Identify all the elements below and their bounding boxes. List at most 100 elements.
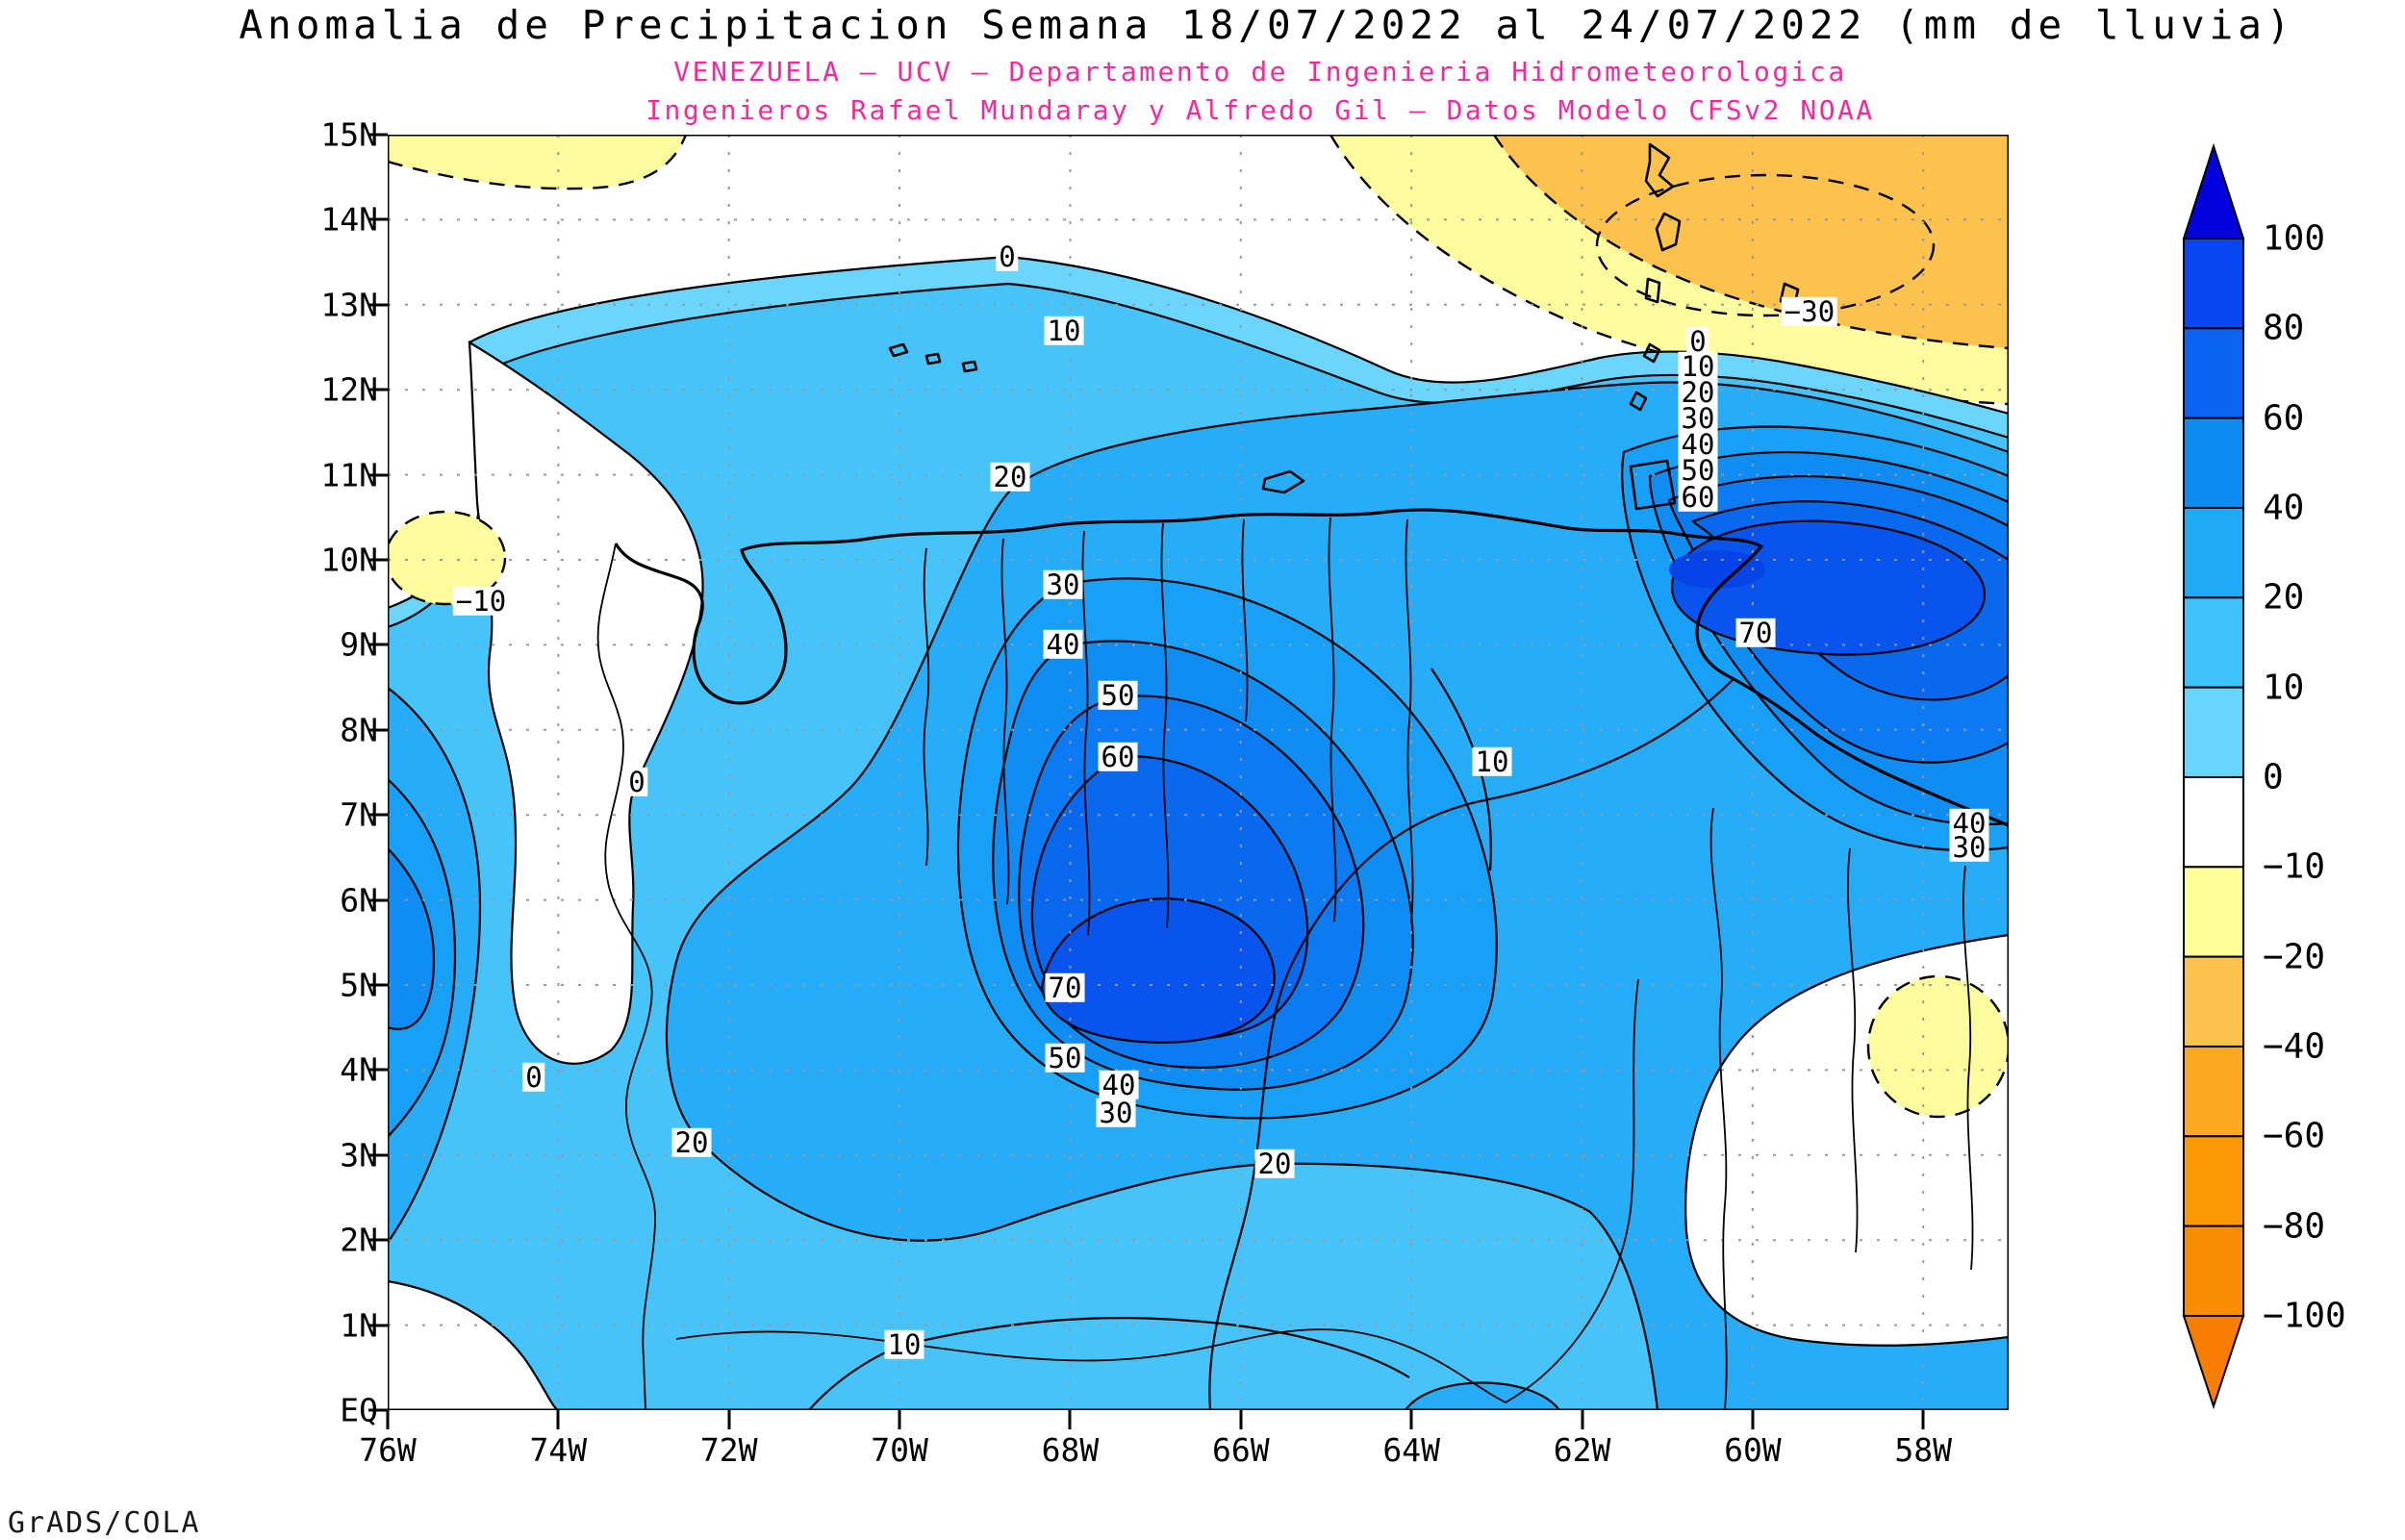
lat-tick-mark xyxy=(368,643,388,646)
colorbar-label: −80 xyxy=(2263,1206,2326,1247)
contour-label-30: 30 xyxy=(1949,832,1989,862)
contour-label-10: 10 xyxy=(1472,746,1512,776)
colorbar-box xyxy=(2183,866,2244,958)
political-borders xyxy=(596,517,1974,1410)
contour-label-70: 70 xyxy=(1045,972,1085,1002)
contour-label-−30: −30 xyxy=(1781,296,1838,326)
colorbar-box xyxy=(2183,686,2244,778)
lon-tick-label: 76W xyxy=(359,1431,417,1469)
lon-tick-mark xyxy=(556,1410,560,1429)
lon-tick-label: 70W xyxy=(871,1431,928,1469)
colorbar-label: −100 xyxy=(2263,1296,2346,1336)
coastline xyxy=(614,508,2009,827)
lat-tick-mark xyxy=(368,303,388,307)
contour-label-−10: −10 xyxy=(452,586,510,616)
lat-tick-mark xyxy=(368,388,388,391)
lat-tick-mark xyxy=(368,1238,388,1242)
lat-tick-mark xyxy=(368,983,388,987)
lon-tick-label: 66W xyxy=(1211,1431,1270,1469)
lat-tick-label: 11N xyxy=(320,456,378,494)
islands xyxy=(888,142,1800,511)
positive-anomaly-fills xyxy=(388,255,2009,1410)
colorbar-label: 20 xyxy=(2263,577,2305,618)
contour-label-30: 30 xyxy=(1678,403,1718,433)
lat-tick-label: 1N xyxy=(340,1306,378,1345)
contour-label-0: 0 xyxy=(1686,326,1709,356)
lat-tick-mark xyxy=(368,1324,388,1327)
lon-tick-mark xyxy=(1239,1410,1243,1429)
colorbar-label: 10 xyxy=(2263,668,2305,708)
lat-tick-label: 8N xyxy=(340,711,378,749)
west-edge-maximum-rings xyxy=(388,686,482,1245)
minus-30-contour xyxy=(1595,173,1936,317)
lon-tick-mark xyxy=(727,1410,731,1429)
lat-tick-mark xyxy=(368,898,388,902)
lat-tick-mark xyxy=(368,473,388,477)
contour-label-30: 30 xyxy=(1096,1098,1136,1127)
lat-tick-mark xyxy=(368,728,388,732)
lon-tick-mark xyxy=(1581,1410,1584,1429)
subtitle-authors: Ingenieros Rafael Mundaray y Alfredo Gil… xyxy=(646,94,1875,126)
lat-tick-label: 12N xyxy=(320,370,378,409)
lat-tick-label: EQ xyxy=(340,1391,378,1429)
lat-tick-mark xyxy=(368,1408,388,1412)
contour-label-50: 50 xyxy=(1098,680,1138,710)
colorbar-box xyxy=(2183,955,2244,1048)
contour-label-40: 40 xyxy=(1678,429,1718,459)
contour-label-10: 10 xyxy=(1044,316,1084,345)
contour-label-50: 50 xyxy=(1678,455,1718,485)
contour-label-20: 20 xyxy=(671,1127,712,1157)
colorbar-label: −20 xyxy=(2263,937,2326,977)
orinoco-river xyxy=(1208,677,1735,1410)
contour-label-20: 20 xyxy=(1678,377,1718,407)
near-zero-white-regions xyxy=(388,340,2009,1410)
contour-label-60: 60 xyxy=(1678,482,1718,512)
colorbar-box xyxy=(2183,1135,2244,1227)
lat-tick-label: 14N xyxy=(320,200,378,239)
colorbar-label: 60 xyxy=(2263,398,2305,439)
lat-tick-mark xyxy=(368,813,388,817)
lat-tick-mark xyxy=(368,558,388,562)
lat-tick-mark xyxy=(368,1068,388,1072)
lon-tick-mark xyxy=(1068,1410,1072,1429)
lon-tick-label: 58W xyxy=(1894,1431,1953,1469)
lat-tick-mark xyxy=(368,133,388,137)
lat-tick-label: 2N xyxy=(340,1221,378,1259)
colorbar-box xyxy=(2183,775,2244,869)
lat-tick-label: 3N xyxy=(340,1136,378,1174)
lon-tick-mark xyxy=(898,1410,901,1429)
lon-tick-mark xyxy=(1751,1410,1755,1429)
contour-label-0: 0 xyxy=(625,767,648,796)
colorbar-box xyxy=(2183,327,2244,419)
lon-tick-label: 72W xyxy=(699,1431,758,1469)
lat-tick-label: 4N xyxy=(340,1050,378,1089)
contour-label-70: 70 xyxy=(1735,618,1776,647)
lat-tick-label: 9N xyxy=(340,625,378,664)
lat-tick-mark xyxy=(368,217,388,221)
lat-tick-label: 15N xyxy=(320,115,378,154)
coastlines-and-borders xyxy=(596,142,2009,1410)
colorbar-label: 0 xyxy=(2263,757,2284,797)
page-title: Anomalia de Precipitacion Semana 18/07/2… xyxy=(239,2,2295,48)
colorbar-label: 80 xyxy=(2263,308,2305,348)
contour-label-0: 0 xyxy=(996,241,1019,271)
lat-tick-label: 13N xyxy=(320,286,378,324)
colorbar-box xyxy=(2183,1045,2244,1138)
colorbar-box xyxy=(2183,417,2244,509)
negative-anomaly-fills xyxy=(388,135,2009,406)
subtitle-institution: VENEZUELA — UCV — Departamento de Ingeni… xyxy=(673,56,1847,88)
contour-label-20: 20 xyxy=(990,462,1030,492)
contour-label-40: 40 xyxy=(1043,629,1083,659)
lon-tick-label: 64W xyxy=(1382,1431,1440,1469)
lon-tick-label: 74W xyxy=(529,1431,588,1469)
lon-tick-label: 60W xyxy=(1724,1431,1782,1469)
lon-tick-mark xyxy=(1921,1410,1925,1429)
contour-label-10: 10 xyxy=(1678,351,1718,381)
colorbar xyxy=(2182,142,2245,1410)
colorbar-label: −40 xyxy=(2263,1026,2326,1067)
southwest-white-blob xyxy=(388,1279,560,1410)
lat-tick-label: 7N xyxy=(340,795,378,834)
colorbar-box xyxy=(2183,1224,2244,1317)
lat-tick-mark xyxy=(368,1153,388,1157)
colorbar-box xyxy=(2183,238,2244,330)
